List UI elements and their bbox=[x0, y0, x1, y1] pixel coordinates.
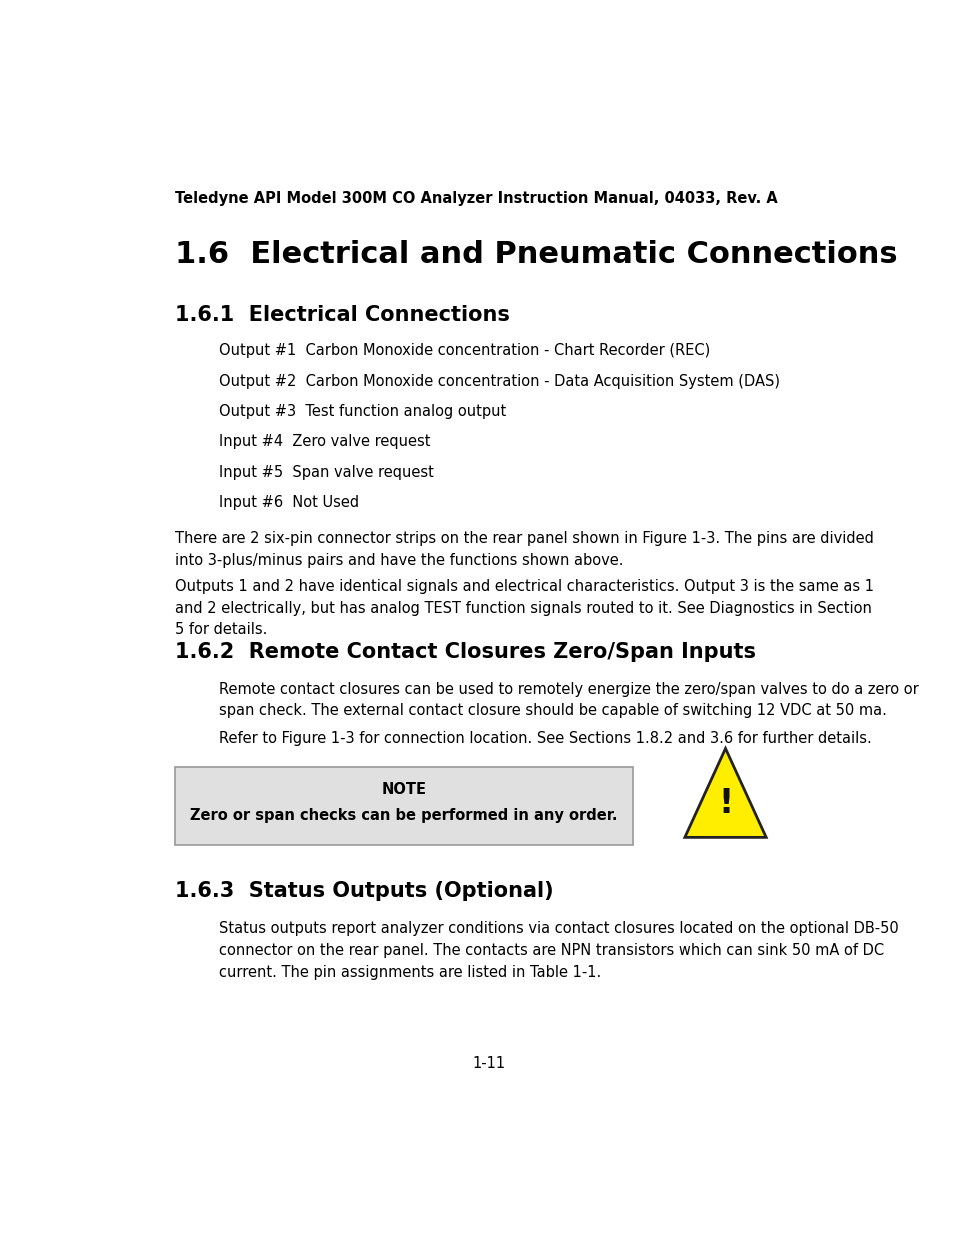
FancyBboxPatch shape bbox=[174, 767, 633, 845]
Text: 1.6.1  Electrical Connections: 1.6.1 Electrical Connections bbox=[174, 305, 509, 325]
Text: NOTE: NOTE bbox=[381, 782, 426, 797]
Text: Input #6  Not Used: Input #6 Not Used bbox=[219, 495, 359, 510]
Text: Input #4  Zero valve request: Input #4 Zero valve request bbox=[219, 435, 430, 450]
Text: 1.6.2  Remote Contact Closures Zero/Span Inputs: 1.6.2 Remote Contact Closures Zero/Span … bbox=[174, 642, 755, 662]
Text: Input #5  Span valve request: Input #5 Span valve request bbox=[219, 464, 434, 480]
Text: !: ! bbox=[718, 787, 732, 820]
Text: Output #2  Carbon Monoxide concentration - Data Acquisition System (DAS): Output #2 Carbon Monoxide concentration … bbox=[219, 373, 780, 389]
Text: Status outputs report analyzer conditions via contact closures located on the op: Status outputs report analyzer condition… bbox=[219, 921, 898, 979]
Text: Refer to Figure 1-3 for connection location. See Sections 1.8.2 and 3.6 for furt: Refer to Figure 1-3 for connection locat… bbox=[219, 731, 871, 746]
Text: Output #3  Test function analog output: Output #3 Test function analog output bbox=[219, 404, 506, 419]
Text: There are 2 six-pin connector strips on the rear panel shown in Figure 1-3. The : There are 2 six-pin connector strips on … bbox=[174, 531, 873, 568]
Text: Remote contact closures can be used to remotely energize the zero/span valves to: Remote contact closures can be used to r… bbox=[219, 682, 918, 719]
Text: 1.6  Electrical and Pneumatic Connections: 1.6 Electrical and Pneumatic Connections bbox=[174, 241, 897, 269]
Text: Teledyne API Model 300M CO Analyzer Instruction Manual, 04033, Rev. A: Teledyne API Model 300M CO Analyzer Inst… bbox=[174, 191, 777, 206]
Text: 1-11: 1-11 bbox=[472, 1056, 505, 1071]
Text: 1.6.3  Status Outputs (Optional): 1.6.3 Status Outputs (Optional) bbox=[174, 882, 553, 902]
Text: Outputs 1 and 2 have identical signals and electrical characteristics. Output 3 : Outputs 1 and 2 have identical signals a… bbox=[174, 579, 873, 637]
Polygon shape bbox=[684, 748, 765, 837]
Text: Zero or span checks can be performed in any order.: Zero or span checks can be performed in … bbox=[190, 808, 617, 824]
Text: Output #1  Carbon Monoxide concentration - Chart Recorder (REC): Output #1 Carbon Monoxide concentration … bbox=[219, 343, 710, 358]
